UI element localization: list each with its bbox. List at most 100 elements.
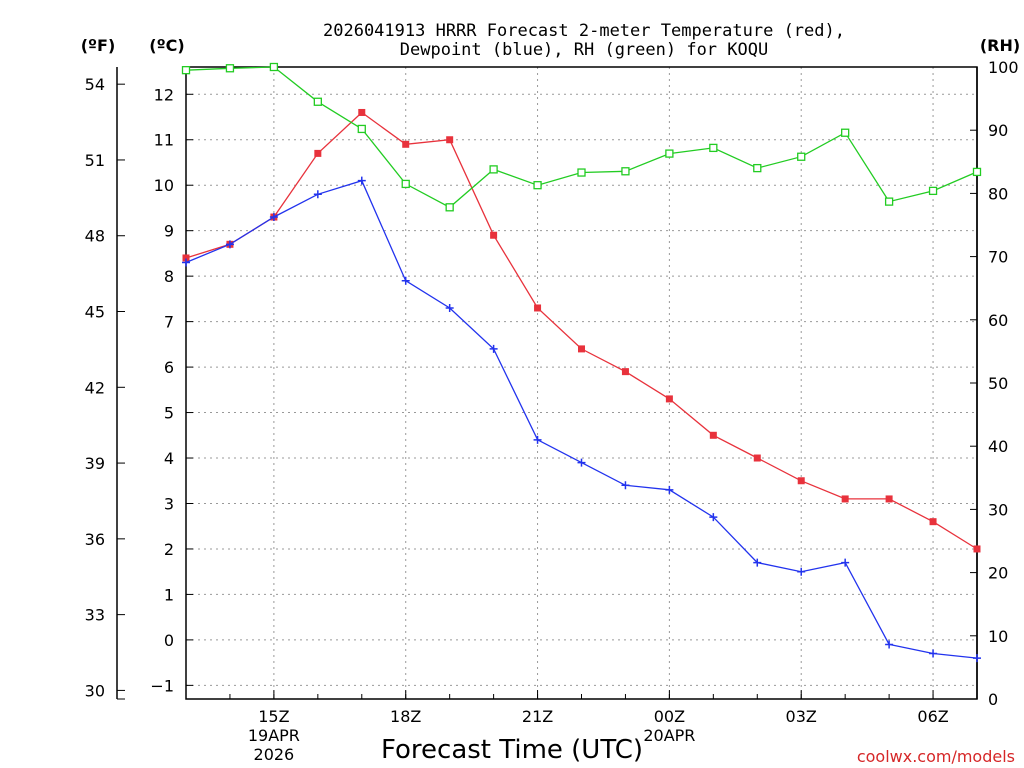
time-tick-label: 06Z: [917, 707, 948, 726]
celsius-tick-label: 5: [164, 404, 174, 423]
fahrenheit-tick-label: 36: [85, 530, 105, 549]
rh-point: [709, 143, 718, 153]
fahrenheit-tick-label: 45: [85, 303, 105, 322]
dewpoint-point: [313, 190, 322, 199]
celsius-tick-label: 7: [164, 313, 174, 332]
year-tick-label: 2026: [254, 745, 295, 764]
rh-point: [928, 186, 938, 196]
time-tick-label: 21Z: [522, 707, 553, 726]
time-tick-label: 15Z: [258, 707, 289, 726]
rh-tick-label: 80: [988, 184, 1008, 203]
temperature-point: [358, 108, 366, 116]
rh-tick-label: 20: [988, 564, 1008, 583]
rh-point: [401, 179, 410, 189]
rh-tick-label: 10: [988, 627, 1008, 646]
rh-point: [665, 149, 674, 158]
data-series: [181, 62, 982, 663]
rh-point: [269, 62, 279, 72]
chart-title-line-1: 2026041913 HRRR Forecast 2-meter Tempera…: [323, 21, 845, 41]
celsius-tick-label: 11: [154, 131, 174, 150]
temperature-point: [182, 254, 190, 262]
temperature-point: [973, 545, 981, 553]
time-tick-label: 18Z: [390, 707, 421, 726]
celsius-tick-label: 8: [164, 267, 174, 286]
rh-point: [621, 167, 630, 176]
fahrenheit-tick-label: 33: [85, 606, 105, 625]
temperature-point: [665, 395, 673, 403]
temperature-series-line: [185, 111, 978, 550]
rh-tick-label: 100: [988, 58, 1019, 77]
temperature-point: [709, 431, 717, 439]
temperature-point: [797, 477, 805, 485]
dewpoint-point: [533, 435, 542, 444]
temperature-point: [885, 495, 893, 503]
temperature-point: [753, 454, 761, 462]
rh-point: [181, 66, 191, 75]
rh-tick-label: 50: [988, 374, 1008, 393]
celsius-tick-label: 4: [164, 449, 174, 468]
rh-tick-label: 40: [988, 437, 1008, 456]
temperature-point: [578, 345, 585, 353]
rh-tick-label: 90: [988, 121, 1008, 140]
x-axis-label: Forecast Time (UTC): [381, 735, 643, 765]
axis-ticks: −101234567891011123033363942454851540102…: [85, 58, 1019, 764]
temperature-point: [314, 149, 322, 157]
dewpoint-point: [401, 276, 410, 285]
dewpoint-point: [489, 344, 498, 353]
rh-point: [225, 64, 235, 73]
dewpoint-series-line: [185, 179, 978, 659]
celsius-tick-label: 10: [154, 176, 174, 195]
dewpoint-point: [445, 303, 454, 312]
dewpoint-point: [665, 485, 674, 494]
rh-point: [753, 163, 762, 173]
fahrenheit-tick-label: 42: [85, 378, 105, 397]
celsius-tick-label: 9: [164, 222, 174, 241]
temperature-point: [490, 231, 498, 239]
dewpoint-point: [357, 176, 366, 185]
celsius-tick-label: 2: [164, 540, 174, 559]
rh-point: [533, 181, 542, 190]
time-tick-label: 00Z: [654, 707, 685, 726]
rh-point: [972, 167, 982, 177]
rh-series-line: [185, 66, 978, 209]
rh-tick-label: 30: [988, 500, 1008, 519]
celsius-tick-label: 1: [164, 585, 174, 604]
grid-lines: [186, 67, 977, 699]
fahrenheit-unit-label: (ºF): [81, 36, 116, 55]
fahrenheit-tick-label: 48: [85, 227, 105, 246]
temperature-point: [841, 495, 849, 503]
temperature-point: [402, 140, 410, 148]
rh-tick-label: 70: [988, 248, 1008, 267]
dewpoint-point: [841, 558, 850, 567]
dewpoint-point: [885, 640, 894, 649]
dewpoint-point: [973, 654, 981, 663]
rh-point: [445, 203, 454, 212]
rh-point: [357, 124, 366, 134]
dewpoint-point: [929, 649, 938, 658]
dewpoint-point: [797, 567, 806, 576]
rh-point: [797, 152, 806, 161]
credit-text: coolwx.com/models: [857, 747, 1015, 766]
temperature-point: [929, 518, 937, 526]
rh-point: [313, 97, 322, 106]
dewpoint-point: [225, 240, 234, 249]
rh-unit-label: (RH): [980, 36, 1020, 55]
fahrenheit-tick-label: 30: [85, 681, 105, 700]
dewpoint-point: [621, 481, 630, 490]
fahrenheit-tick-label: 39: [85, 454, 105, 473]
fahrenheit-tick-label: 51: [85, 151, 105, 170]
dewpoint-point: [753, 558, 762, 567]
rh-tick-label: 0: [988, 690, 998, 709]
celsius-tick-label: 6: [164, 358, 174, 377]
rh-point: [577, 168, 586, 177]
temperature-point: [534, 304, 542, 312]
dewpoint-point: [709, 513, 718, 522]
date-tick-label: 20APR: [643, 726, 695, 745]
temperature-point: [621, 368, 629, 376]
rh-point: [884, 197, 894, 206]
rh-tick-label: 60: [988, 311, 1008, 330]
plot-frame: [185, 66, 978, 700]
rh-point: [489, 165, 498, 174]
date-tick-label: 19APR: [248, 726, 300, 745]
